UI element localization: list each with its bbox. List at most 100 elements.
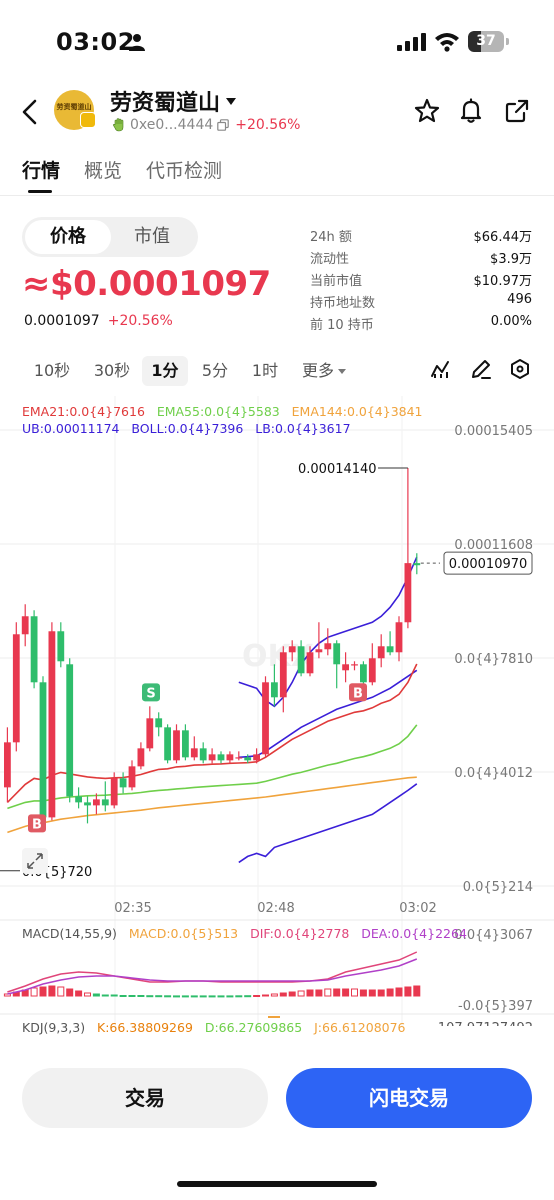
interval-1h[interactable]: 1时 (251, 361, 279, 380)
legend-kdj-title: KDJ(9,3,3) (22, 1020, 86, 1035)
battery-text: 37 (476, 33, 496, 49)
caret-down-icon (226, 97, 237, 105)
stat-value: $10.97万 (473, 274, 533, 289)
star-icon[interactable] (414, 98, 440, 124)
macd-bar (297, 990, 305, 997)
macd-dea-line (7, 958, 418, 995)
macd-bar (3, 993, 11, 997)
tab-market[interactable]: 行情 (22, 160, 61, 182)
interval-more[interactable]: 更多 (294, 356, 354, 386)
tab-overview[interactable]: 概览 (84, 160, 123, 182)
price-axis-label: 0.00015405 (454, 424, 533, 439)
macd-bar (253, 995, 261, 997)
macd-bar (359, 989, 367, 997)
token-change: +20.56% (235, 117, 301, 133)
pen-icon[interactable] (470, 358, 492, 380)
legend-ema21: EMA21:0.0{4}7616 (22, 404, 145, 419)
price-change: +20.56% (107, 313, 173, 329)
macd-bar (413, 985, 421, 997)
candle (57, 631, 65, 662)
interval-5m[interactable]: 5分 (201, 361, 229, 380)
candle (351, 664, 358, 666)
price-usd: ≈$0.0001097 (22, 264, 271, 304)
interval-10s[interactable]: 10秒 (33, 361, 71, 380)
macd-bar (48, 985, 56, 997)
candle (208, 754, 216, 761)
chain-badge-icon (80, 112, 96, 128)
macd-bar (66, 988, 74, 997)
legend-kdj-row: KDJ(9,3,3) K:66.38809269 D:66.27609865 J… (22, 1020, 406, 1035)
candle (297, 646, 305, 674)
macd-bar (270, 993, 278, 997)
status-bar: 03:02 37 (0, 0, 554, 80)
macd-bar (351, 988, 358, 997)
time-axis-label: 02:48 (257, 901, 294, 916)
candle (395, 622, 403, 653)
legend-d: D:66.27609865 (204, 1020, 303, 1035)
bell-icon[interactable] (458, 98, 484, 124)
candle (93, 799, 100, 806)
macd-bar (262, 994, 269, 997)
macd-bar (173, 995, 180, 998)
macd-bar (244, 995, 252, 998)
boll-lower-line (238, 783, 418, 864)
copy-icon[interactable] (217, 119, 230, 131)
trade-button[interactable]: 交易 (22, 1068, 268, 1128)
tab-token-check[interactable]: 代币检测 (146, 160, 223, 182)
candle (21, 616, 29, 635)
macd-bar (181, 995, 189, 998)
active-tab-indicator (28, 190, 52, 193)
candle (39, 682, 47, 818)
stat-label: 持币地址数 (310, 296, 376, 311)
stat-label: 24h 额 (310, 230, 352, 245)
interval-30s[interactable]: 30秒 (93, 361, 131, 380)
token-stats: 24h 额 $66.44万 流动性 $3.9万 当前市值 $10.97万 持币地… (310, 226, 532, 336)
high-price-label: 0.00014140 (298, 462, 377, 477)
candle (271, 682, 278, 698)
candle (288, 646, 296, 653)
candle (146, 718, 154, 749)
interval-more-label: 更多 (301, 361, 334, 380)
toggle-market-cap[interactable]: 市值 (134, 226, 170, 247)
candle (279, 652, 287, 698)
kline-chart[interactable]: 0.00015405 0.00011608 0.0{4}7810 0.0{4}4012… (0, 396, 554, 1026)
token-name: 劳资蜀道山 (110, 91, 221, 116)
back-arrow-icon[interactable] (18, 98, 42, 126)
settings-hexagon-icon[interactable] (509, 358, 531, 380)
interval-1m[interactable]: 1分 (142, 356, 188, 386)
candle (413, 563, 421, 566)
share-icon[interactable] (504, 98, 530, 124)
macd-bar (235, 995, 243, 998)
chart-area[interactable]: 0.00015405 0.00011608 0.0{4}7810 0.0{4}4012… (0, 396, 554, 1035)
legend-ub: UB:0.00011174 (22, 421, 120, 436)
candle (262, 682, 269, 755)
macd-bar (39, 986, 47, 997)
person-icon (129, 34, 145, 51)
candle (110, 778, 118, 806)
macd-bar (110, 994, 118, 997)
candle (137, 748, 145, 767)
stat-row: 当前市值 $10.97万 (310, 270, 532, 292)
time-axis-label: 03:02 (399, 901, 436, 916)
price-sub: 0.0001097 +20.56% (24, 313, 173, 329)
flash-trade-button[interactable]: 闪电交易 (286, 1068, 532, 1128)
candle (101, 799, 109, 806)
candle (377, 646, 385, 659)
macd-bar (279, 992, 287, 997)
indicator-icon[interactable] (430, 358, 452, 380)
signal-icon (397, 33, 426, 51)
token-selector[interactable]: 劳资蜀道山 (110, 86, 237, 116)
macd-axis-label: -0.0{5}397 (458, 999, 533, 1014)
toggle-price[interactable]: 价格 (25, 220, 111, 254)
caret-down-icon (338, 369, 346, 374)
kdj-axis-label: 107.97127492 (438, 1021, 533, 1026)
legend-ema144: EMA144:0.0{4}3841 (291, 404, 423, 419)
macd-bar (164, 995, 172, 998)
stat-value: $66.44万 (473, 230, 533, 245)
stat-value: $3.9万 (490, 252, 532, 267)
candle (253, 754, 260, 761)
price-value: 0.0001097 (24, 313, 100, 329)
candle (235, 757, 243, 759)
buy-marker-bg (349, 683, 367, 702)
candle (226, 754, 234, 761)
